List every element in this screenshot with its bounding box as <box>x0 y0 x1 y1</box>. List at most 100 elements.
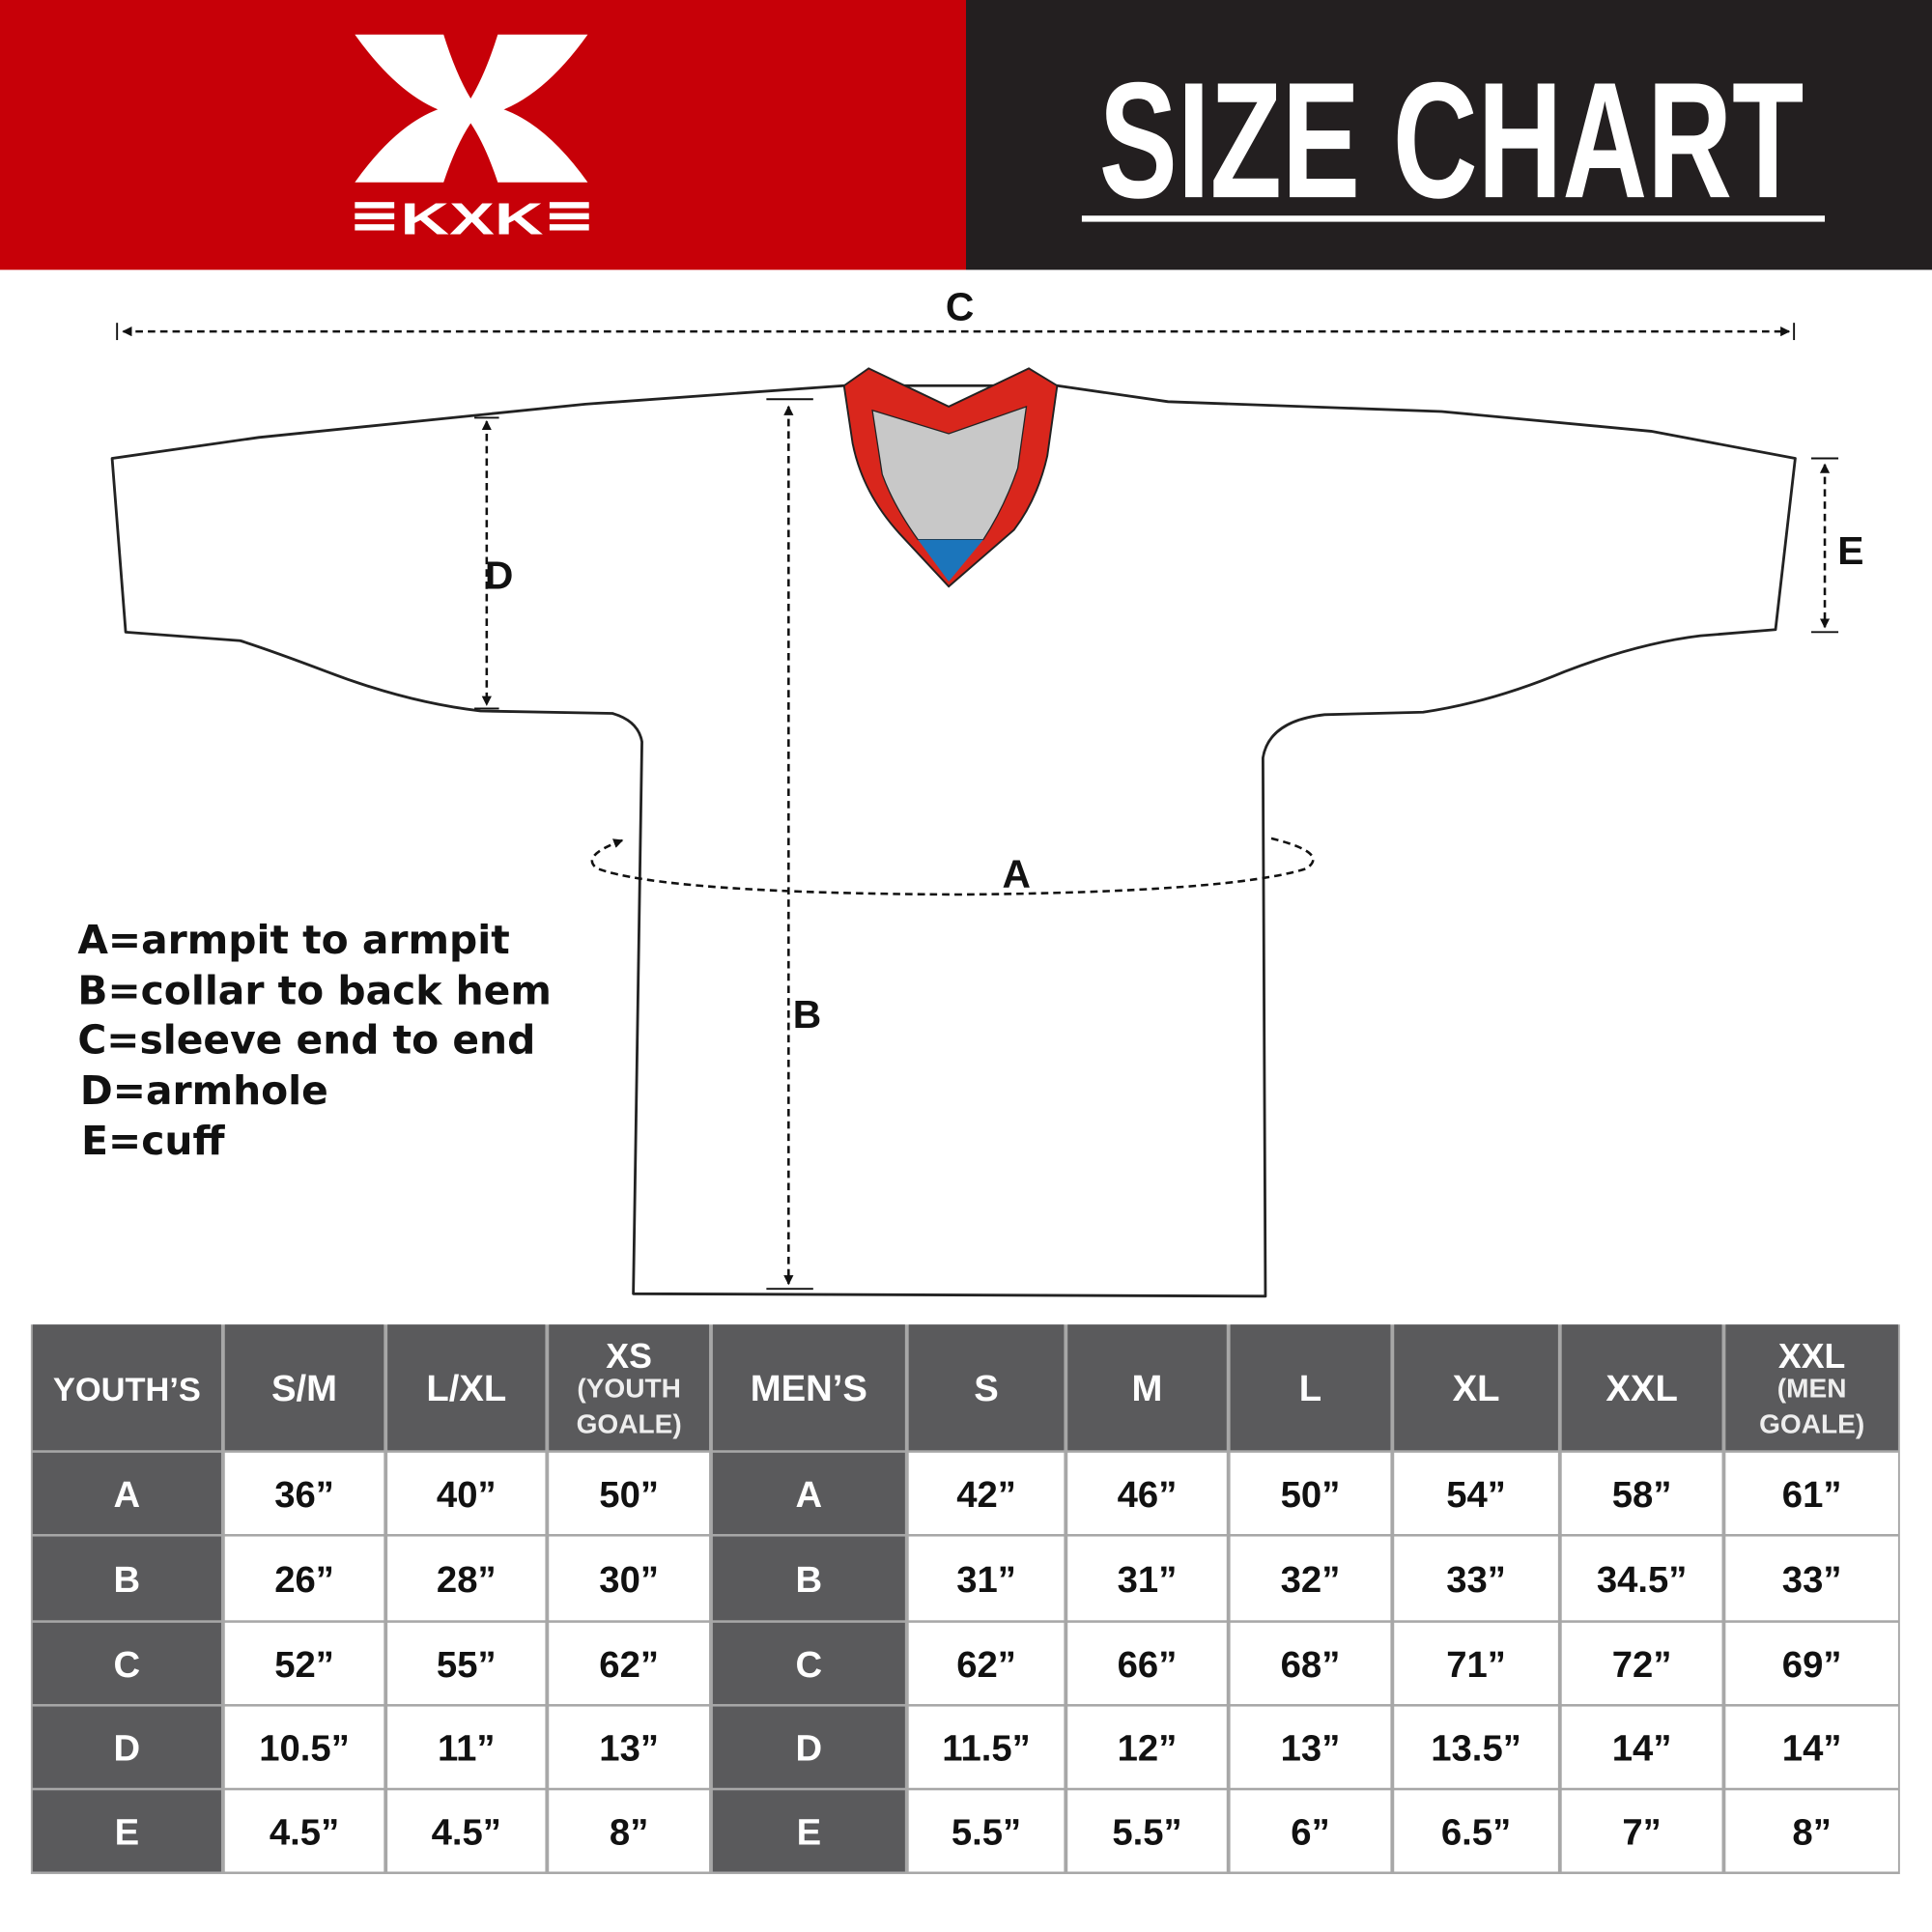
size-header-label: XXL <box>1778 1337 1845 1376</box>
value-cell <box>224 1622 384 1705</box>
label-e: E <box>1837 528 1863 573</box>
measurement-value: 31” <box>956 1559 1016 1601</box>
measurement-value: 10.5” <box>259 1728 350 1770</box>
title-panel <box>966 0 1932 270</box>
measurement-value: 11” <box>438 1728 496 1770</box>
row-key-label: D <box>796 1728 823 1770</box>
value-cell <box>549 1790 710 1872</box>
measurement-value: 11.5” <box>942 1728 1030 1770</box>
legend-item: B=collar to back hem <box>77 968 552 1014</box>
header-cell <box>1561 1324 1722 1451</box>
measurement-value: 58” <box>1612 1474 1672 1516</box>
legend-item: A=armpit to armpit <box>77 917 509 963</box>
value-cell <box>1067 1790 1227 1872</box>
header-cell <box>32 1324 221 1451</box>
measurement-value: 14” <box>1782 1728 1842 1770</box>
value-cell <box>1725 1706 1898 1788</box>
measurement-value: 14” <box>1612 1728 1672 1770</box>
value-cell <box>1725 1536 1898 1621</box>
row-key-cell <box>32 1790 221 1872</box>
value-cell <box>387 1536 546 1621</box>
measurement-value: 4.5” <box>432 1811 501 1853</box>
header-cell <box>224 1324 384 1451</box>
value-cell <box>387 1706 546 1788</box>
value-cell <box>1561 1706 1722 1788</box>
row-key-label: A <box>114 1474 141 1516</box>
row-key-cell <box>32 1452 221 1535</box>
size-header-label: M <box>1132 1368 1163 1409</box>
measurement-value: 12” <box>1118 1728 1178 1770</box>
value-cell <box>549 1452 710 1535</box>
measurement-value: 13.5” <box>1431 1728 1521 1770</box>
size-header-sub: GOALE) <box>577 1408 682 1438</box>
measurement-value: 68” <box>1281 1644 1341 1686</box>
group-header-label: MEN’S <box>751 1368 867 1409</box>
value-cell <box>908 1622 1065 1705</box>
row-key-cell <box>712 1706 905 1788</box>
value-cell <box>387 1622 546 1705</box>
value-cell <box>224 1452 384 1535</box>
value-cell <box>908 1706 1065 1788</box>
value-cell <box>224 1536 384 1621</box>
kxk-logo: KXK <box>355 34 589 243</box>
measurement-value: 32” <box>1281 1559 1341 1601</box>
size-header-label: XL <box>1453 1368 1500 1409</box>
value-cell <box>1561 1452 1722 1535</box>
value-cell <box>549 1622 710 1705</box>
label-a: A <box>1003 851 1031 895</box>
measurement-value: 42” <box>956 1474 1016 1516</box>
value-cell <box>549 1536 710 1621</box>
value-cell <box>1394 1536 1558 1621</box>
measurement-value: 7” <box>1622 1811 1661 1853</box>
value-cell <box>1561 1622 1722 1705</box>
size-header-sub: GOALE) <box>1759 1408 1864 1438</box>
value-cell <box>1067 1622 1227 1705</box>
row-key-label: A <box>796 1474 823 1516</box>
measurement-value: 13” <box>599 1728 659 1770</box>
value-cell <box>1561 1536 1722 1621</box>
value-cell <box>908 1536 1065 1621</box>
measurement-value: 40” <box>437 1474 497 1516</box>
value-cell <box>1725 1790 1898 1872</box>
measurement-value: 6.5” <box>1441 1811 1511 1853</box>
measurement-value: 33” <box>1782 1559 1842 1601</box>
value-cell <box>387 1790 546 1872</box>
header-cell <box>712 1324 905 1451</box>
row-key-label: B <box>796 1559 823 1601</box>
legend-item: E=cuff <box>81 1118 225 1164</box>
size-header-label: S/M <box>271 1368 337 1409</box>
header-cell <box>1394 1324 1558 1451</box>
row-key-label: E <box>797 1811 822 1853</box>
measurement-value: 6” <box>1291 1811 1329 1853</box>
header-cell <box>908 1324 1065 1451</box>
size-header-sub: (YOUTH <box>577 1373 681 1403</box>
row-key-cell <box>712 1536 905 1621</box>
collar-inner <box>871 405 1028 541</box>
value-cell <box>1067 1536 1227 1621</box>
value-cell <box>1230 1790 1391 1872</box>
measurement-value: 66” <box>1118 1644 1178 1686</box>
header-banner: KXK SIZE CHART <box>0 0 1932 270</box>
measurement-value: 36” <box>274 1474 334 1516</box>
row-key-cell <box>32 1706 221 1788</box>
header-cell <box>549 1324 710 1451</box>
row-key-label: C <box>114 1644 141 1686</box>
value-cell <box>1230 1622 1391 1705</box>
value-cell <box>224 1706 384 1788</box>
label-c: C <box>946 285 974 329</box>
measurement-value: 50” <box>599 1474 659 1516</box>
measurement-value: 26” <box>274 1559 334 1601</box>
dimension-ticks <box>116 323 1839 1291</box>
size-header-label: S <box>974 1368 999 1409</box>
value-cell <box>1394 1706 1558 1788</box>
measurement-value: 61” <box>1782 1474 1842 1516</box>
legend-item: D=armhole <box>80 1067 328 1114</box>
value-cell <box>1561 1790 1722 1872</box>
measurement-value: 5.5” <box>1112 1811 1181 1853</box>
measurement-value: 5.5” <box>952 1811 1021 1853</box>
value-cell <box>1725 1452 1898 1535</box>
title-underline <box>1081 215 1826 222</box>
dimension-a-line <box>590 837 1315 896</box>
row-key-cell <box>32 1536 221 1621</box>
